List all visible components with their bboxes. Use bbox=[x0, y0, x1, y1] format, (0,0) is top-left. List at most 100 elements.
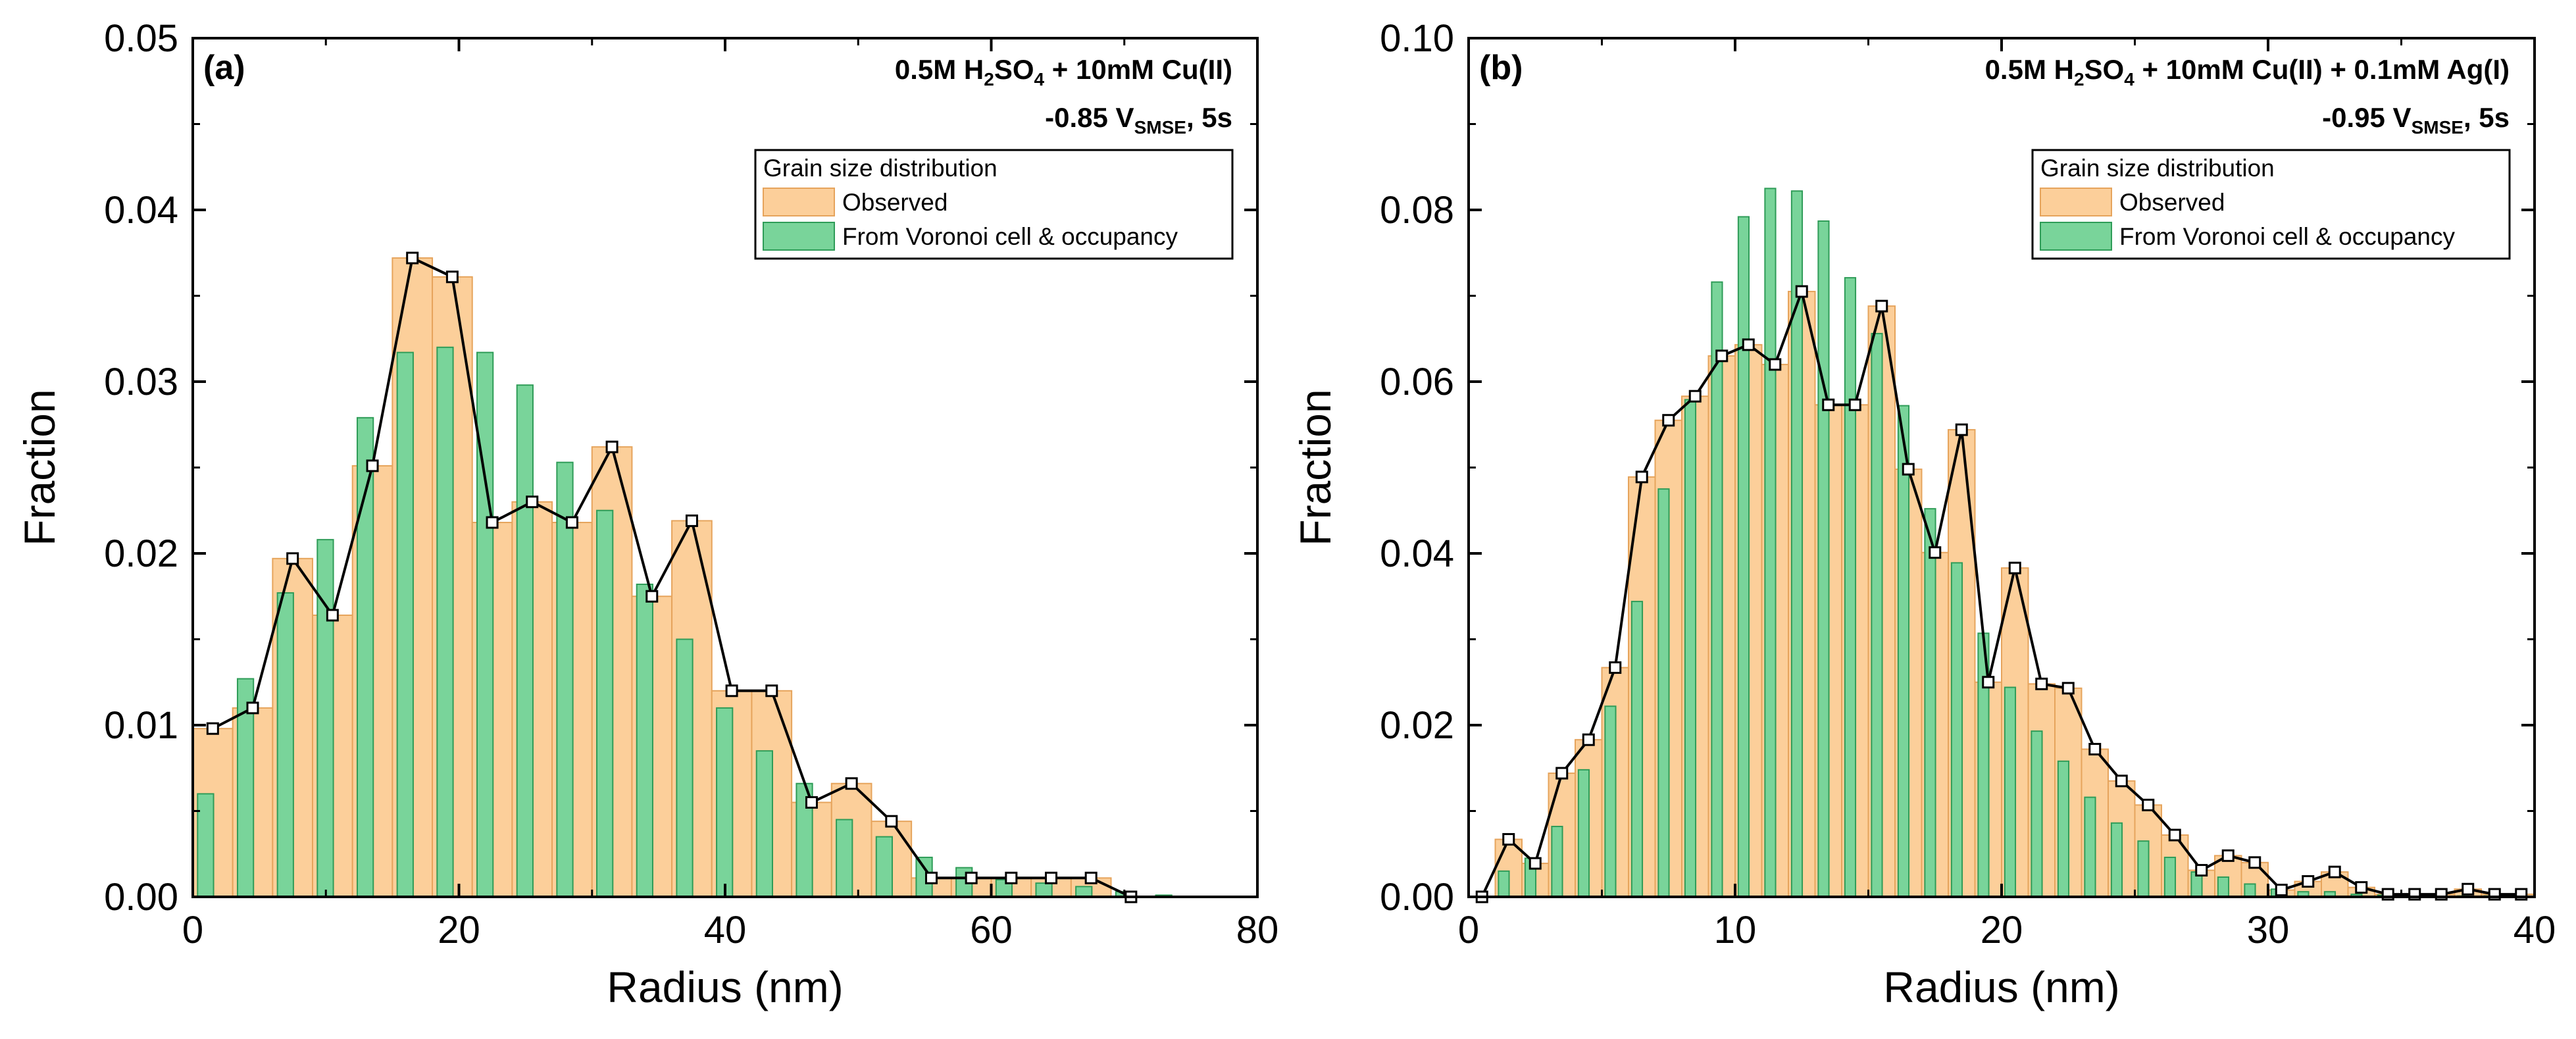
voronoi-bar bbox=[636, 583, 653, 898]
voronoi-bar bbox=[516, 384, 534, 898]
observed-marker bbox=[565, 516, 578, 529]
condition-line-1: 0.5M H2SO4 + 10mM Cu(II) + 0.1mM Ag(I) bbox=[1985, 54, 2510, 89]
observed-marker bbox=[2115, 774, 2128, 788]
observed-line bbox=[212, 256, 1132, 898]
voronoi-bar bbox=[1897, 405, 1910, 898]
observed-marker bbox=[2302, 875, 2315, 888]
observed-marker bbox=[326, 609, 339, 622]
voronoi-bar bbox=[875, 836, 894, 898]
observed-marker bbox=[965, 871, 978, 884]
legend: Grain size distribution Observed From Voro… bbox=[754, 149, 1234, 260]
voronoi-bar bbox=[1498, 870, 1510, 898]
y-tick-label: 0.03 bbox=[104, 361, 178, 403]
x-axis-title: Radius (nm) bbox=[1883, 963, 2119, 1011]
observed-marker bbox=[1005, 871, 1018, 884]
observed-marker bbox=[1662, 414, 1675, 427]
voronoi-bar bbox=[2137, 840, 2150, 898]
condition-line-2: -0.95 VSMSE, 5s bbox=[2322, 102, 2510, 138]
observed-line bbox=[1480, 287, 2521, 898]
voronoi-bar bbox=[1817, 220, 1830, 898]
chart-panel-b: 0 10 20 30 40 0.00 0.02 0.04 0.06 0.08 0.10 Radius … bbox=[1291, 17, 2556, 1011]
voronoi-bar bbox=[316, 539, 334, 898]
panel-label: (a) bbox=[203, 49, 245, 87]
y-tick-label: 0.08 bbox=[1380, 189, 1454, 232]
voronoi-bar bbox=[1630, 601, 1644, 898]
legend-title: Grain size distribution bbox=[763, 155, 998, 182]
voronoi-bar bbox=[1684, 399, 1697, 898]
observed-marker bbox=[845, 777, 858, 790]
voronoi-bar bbox=[836, 819, 853, 898]
observed-marker bbox=[2168, 828, 2181, 842]
legend-title: Grain size distribution bbox=[2040, 155, 2275, 182]
voronoi-bar bbox=[2110, 822, 2123, 898]
observed-marker bbox=[1929, 546, 1942, 559]
legend-label-observed: Observed bbox=[842, 189, 947, 216]
observed-marker bbox=[445, 270, 459, 284]
y-tick-label: 0.06 bbox=[1380, 361, 1454, 403]
x-tick-label: 40 bbox=[2513, 909, 2556, 951]
voronoi-bar bbox=[1924, 508, 1936, 898]
observed-marker bbox=[366, 459, 379, 472]
observed-marker bbox=[246, 701, 259, 715]
x-tick-label: 30 bbox=[2247, 909, 2290, 951]
voronoi-bar bbox=[197, 793, 215, 898]
legend-swatch-voronoi bbox=[2040, 222, 2112, 251]
x-tick-label: 80 bbox=[1236, 909, 1279, 951]
observed-marker bbox=[1982, 676, 1995, 689]
observed-marker bbox=[206, 722, 219, 735]
observed-marker bbox=[1795, 285, 1808, 298]
observed-marker bbox=[2008, 561, 2021, 574]
observed-marker bbox=[1822, 398, 1835, 411]
x-tick-label: 60 bbox=[970, 909, 1013, 951]
observed-marker bbox=[1742, 338, 1755, 351]
voronoi-bar bbox=[276, 592, 294, 898]
x-tick-label: 0 bbox=[1458, 909, 1479, 951]
observed-marker bbox=[1769, 358, 1782, 371]
y-tick-label: 0.02 bbox=[104, 532, 178, 575]
legend-swatch-observed bbox=[2040, 188, 2112, 216]
y-tick-label: 0.01 bbox=[104, 704, 178, 747]
observed-marker bbox=[2462, 882, 2475, 896]
observed-marker bbox=[1582, 733, 1595, 746]
observed-marker bbox=[2088, 743, 2102, 756]
observed-marker bbox=[486, 516, 499, 529]
voronoi-bar bbox=[1075, 886, 1093, 898]
voronoi-bar bbox=[1871, 332, 1883, 898]
x-tick-label: 40 bbox=[704, 909, 747, 951]
observed-marker bbox=[1045, 871, 1058, 884]
observed-marker bbox=[406, 251, 419, 265]
voronoi-bar bbox=[396, 351, 414, 898]
observed-marker bbox=[805, 796, 818, 809]
observed-marker bbox=[1502, 833, 1515, 846]
voronoi-bar bbox=[1604, 705, 1617, 898]
voronoi-bar bbox=[1551, 825, 1563, 898]
legend-label-voronoi: From Voronoi cell & occupancy bbox=[842, 223, 1178, 250]
observed-marker bbox=[1715, 349, 1729, 363]
voronoi-bar bbox=[2084, 796, 2096, 898]
legend: Grain size distribution Observed From Voro… bbox=[2031, 149, 2511, 260]
observed-marker bbox=[1875, 299, 1888, 313]
voronoi-bar bbox=[1711, 281, 1723, 898]
voronoi-bar bbox=[1035, 882, 1053, 898]
observed-marker bbox=[286, 552, 299, 565]
x-tick-label: 20 bbox=[438, 909, 480, 951]
y-tick-label: 0.02 bbox=[1380, 704, 1454, 747]
voronoi-bar bbox=[2217, 876, 2230, 898]
y-tick-label: 0.05 bbox=[104, 17, 178, 60]
legend-swatch-observed bbox=[763, 188, 835, 216]
y-tick-label: 0.04 bbox=[104, 189, 178, 232]
voronoi-bar bbox=[1844, 277, 1857, 898]
voronoi-bar bbox=[676, 638, 694, 898]
y-tick-label: 0.00 bbox=[104, 876, 178, 919]
voronoi-bar bbox=[2057, 760, 2070, 898]
y-tick-label: 0.04 bbox=[1380, 532, 1454, 575]
condition-line-2: -0.85 VSMSE, 5s bbox=[1045, 102, 1232, 138]
legend-label-voronoi: From Voronoi cell & occupancy bbox=[2119, 223, 2456, 250]
observed-marker bbox=[2035, 677, 2048, 690]
observed-marker bbox=[2328, 865, 2341, 878]
observed-marker bbox=[2195, 864, 2208, 877]
observed-marker bbox=[1528, 857, 1542, 870]
observed-marker bbox=[1609, 661, 1622, 674]
